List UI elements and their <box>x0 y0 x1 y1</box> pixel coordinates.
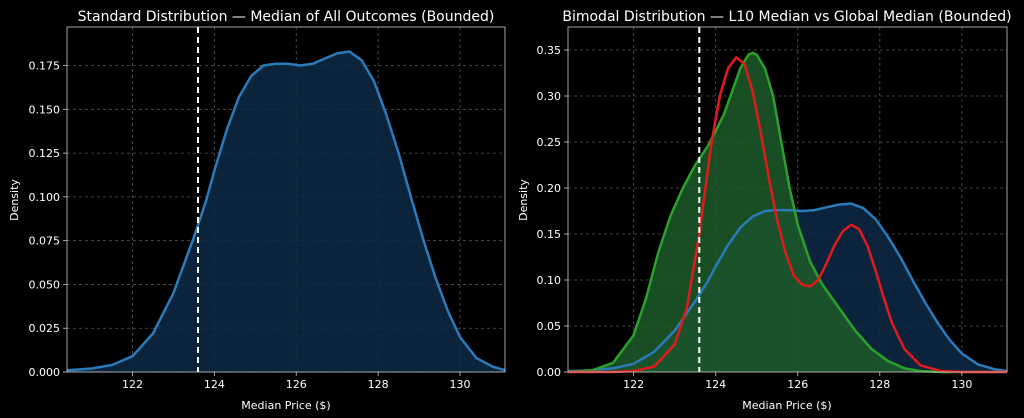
y-tick-label: 0.15 <box>537 228 562 241</box>
series-line-0 <box>66 50 506 372</box>
plot-area: 122 124 126 128 130 0.00 0.05 0.10 0.15 0.20 0.25 0… <box>537 26 1008 391</box>
y-axis-label: Density <box>8 179 21 221</box>
x-tick-label: 128 <box>869 378 890 391</box>
chart-title: Standard Distribution — Median of All Ou… <box>78 9 495 25</box>
y-tick-label: 0.00 <box>537 366 562 379</box>
series-fill-0 <box>67 51 505 372</box>
y-tick-label: 0.10 <box>537 274 562 287</box>
x-tick-label: 126 <box>286 378 307 391</box>
y-tick-label: 0.075 <box>29 235 61 248</box>
series-fill-1 <box>568 52 1007 373</box>
y-tick-label: 0.025 <box>29 322 61 335</box>
y-tick-label: 0.30 <box>537 90 562 103</box>
chart-title: Bimodal Distribution — L10 Median vs Glo… <box>562 9 1011 25</box>
series-line-1 <box>567 51 1007 374</box>
y-tick-label: 0.050 <box>29 278 61 291</box>
x-tick-label: 124 <box>705 378 726 391</box>
x-tick-label: 122 <box>122 378 143 391</box>
axes-frame <box>567 26 1008 373</box>
x-tick-label: 122 <box>623 378 644 391</box>
x-tick-label: 130 <box>449 378 470 391</box>
y-tick-label: 0.05 <box>537 320 562 333</box>
y-tick-label: 0.000 <box>29 366 61 379</box>
x-tick-label: 124 <box>204 378 225 391</box>
x-tick-label: 128 <box>368 378 389 391</box>
y-tick-label: 0.35 <box>537 44 562 57</box>
y-tick-label: 0.25 <box>537 136 562 149</box>
panel-standard-distribution: Standard Distribution — Median of All Ou… <box>8 9 506 412</box>
x-axis-label: Median Price ($) <box>241 399 330 412</box>
y-tick-label: 0.125 <box>29 147 61 160</box>
y-tick-label: 0.175 <box>29 60 61 73</box>
series-line-0 <box>567 202 1008 373</box>
y-tick-label: 0.20 <box>537 182 562 195</box>
y-tick-label: 0.100 <box>29 191 61 204</box>
panel-bimodal-distribution: Bimodal Distribution — L10 Median vs Glo… <box>517 9 1012 412</box>
series-line-2 <box>568 56 1007 374</box>
y-tick-label: 0.150 <box>29 103 61 116</box>
x-tick-label: 130 <box>951 378 972 391</box>
axes-frame <box>66 26 506 373</box>
y-axis-label: Density <box>517 179 530 221</box>
x-axis-label: Median Price ($) <box>742 399 831 412</box>
x-tick-label: 126 <box>787 378 808 391</box>
plot-area: 122 124 126 128 130 0.000 0.025 0.050 0.075 0.100… <box>29 26 506 391</box>
